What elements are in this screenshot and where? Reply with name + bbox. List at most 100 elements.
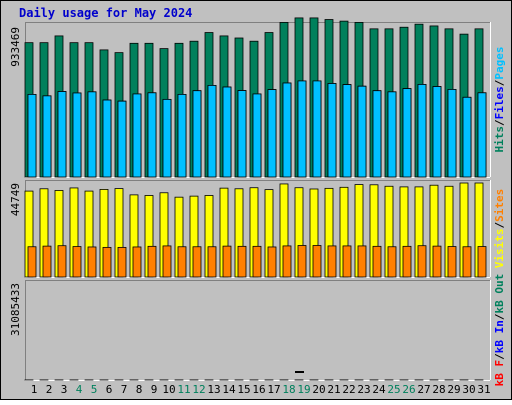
- day-label-7: 7: [121, 383, 128, 396]
- day-label-30: 30: [462, 383, 475, 396]
- bar-sites-day-8: [133, 247, 141, 277]
- bar-sites-day-21: [328, 246, 336, 277]
- chart-title: Daily usage for May 2024: [19, 6, 192, 20]
- bar-pages-day-6: [103, 100, 111, 177]
- day-label-23: 23: [357, 383, 370, 396]
- bar-sites-day-31: [478, 247, 486, 277]
- day-label-12: 12: [192, 383, 205, 396]
- bar-pages-day-10: [163, 99, 171, 177]
- bar-pages-day-5: [88, 92, 96, 177]
- panel-kbf-kbin-kbout-max-label: 31085433: [9, 283, 22, 336]
- bar-sites-day-16: [253, 246, 261, 277]
- day-label-14: 14: [222, 383, 236, 396]
- panel-kbf-kbin-kbout-legend: kB F/kB In/kB Out: [493, 274, 506, 387]
- bar-pages-day-3: [58, 92, 66, 177]
- panel-visits-sites-legend: Visits/Sites: [493, 189, 506, 269]
- bar-sites-day-26: [403, 246, 411, 277]
- day-label-9: 9: [151, 383, 158, 396]
- day-label-19: 19: [297, 383, 310, 396]
- day-label-4: 4: [76, 383, 83, 396]
- kb-panel-dark-marker: [295, 371, 304, 373]
- day-label-13: 13: [207, 383, 220, 396]
- bar-pages-day-7: [118, 101, 126, 177]
- day-label-6: 6: [106, 383, 113, 396]
- bar-sites-day-23: [358, 246, 366, 277]
- bar-pages-day-14: [223, 87, 231, 177]
- bar-sites-day-22: [343, 246, 351, 277]
- day-label-16: 16: [252, 383, 265, 396]
- bar-sites-day-24: [373, 246, 381, 277]
- bar-pages-day-30: [463, 97, 471, 177]
- day-label-25: 25: [387, 383, 400, 396]
- day-label-26: 26: [402, 383, 415, 396]
- day-label-11: 11: [177, 383, 190, 396]
- day-label-18: 18: [282, 383, 295, 396]
- legend-item: kB In: [493, 320, 506, 353]
- bar-sites-day-7: [118, 247, 126, 277]
- panel-hits-files-pages-max-label: 933469: [9, 27, 22, 67]
- bar-sites-day-10: [163, 246, 171, 277]
- bar-pages-day-11: [178, 94, 186, 177]
- day-label-10: 10: [162, 383, 175, 396]
- legend-item: Visits: [493, 229, 506, 269]
- bar-pages-day-21: [328, 83, 336, 177]
- bar-sites-day-30: [463, 247, 471, 277]
- bar-sites-day-18: [283, 246, 291, 277]
- legend-item: Pages: [493, 47, 506, 80]
- day-label-5: 5: [91, 383, 98, 396]
- day-label-2: 2: [46, 383, 53, 396]
- bar-pages-day-1: [28, 94, 36, 177]
- day-label-29: 29: [447, 383, 460, 396]
- bar-pages-day-20: [313, 81, 321, 177]
- day-label-28: 28: [432, 383, 445, 396]
- bar-sites-day-17: [268, 247, 276, 277]
- day-label-15: 15: [237, 383, 250, 396]
- bar-pages-day-15: [238, 91, 246, 177]
- bar-sites-day-15: [238, 246, 246, 277]
- bar-sites-day-28: [433, 246, 441, 277]
- bar-sites-day-5: [88, 247, 96, 277]
- bar-pages-day-29: [448, 89, 456, 177]
- bar-pages-day-25: [388, 92, 396, 177]
- legend-item: kB F: [493, 360, 506, 387]
- legend-item: kB Out: [493, 274, 506, 314]
- day-label-27: 27: [417, 383, 430, 396]
- legend-item: Hits: [493, 126, 506, 153]
- day-label-22: 22: [342, 383, 355, 396]
- bar-pages-day-17: [268, 90, 276, 177]
- bar-sites-day-29: [448, 247, 456, 277]
- bar-pages-day-4: [73, 93, 81, 177]
- day-label-8: 8: [136, 383, 143, 396]
- bar-pages-day-16: [253, 94, 261, 177]
- bar-pages-day-26: [403, 89, 411, 177]
- bar-sites-day-13: [208, 247, 216, 277]
- bar-sites-day-6: [103, 247, 111, 277]
- day-label-31: 31: [477, 383, 490, 396]
- panel-visits-sites-max-label: 44749: [9, 183, 22, 216]
- bar-sites-day-9: [148, 246, 156, 277]
- day-label-24: 24: [372, 383, 386, 396]
- bar-sites-day-11: [178, 247, 186, 277]
- bar-sites-day-2: [43, 246, 51, 277]
- legend-item: Files: [493, 86, 506, 119]
- bar-sites-day-14: [223, 246, 231, 277]
- bar-pages-day-18: [283, 83, 291, 177]
- bar-pages-day-28: [433, 87, 441, 177]
- bar-pages-day-22: [343, 85, 351, 177]
- bar-pages-day-2: [43, 96, 51, 177]
- bar-pages-day-31: [478, 93, 486, 177]
- bar-pages-day-27: [418, 84, 426, 177]
- bar-sites-day-12: [193, 247, 201, 277]
- day-label-20: 20: [312, 383, 325, 396]
- bar-pages-day-19: [298, 81, 306, 177]
- bar-sites-day-27: [418, 246, 426, 277]
- panel-hits-files-pages-legend: Hits/Files/Pages: [493, 47, 506, 153]
- bar-pages-day-9: [148, 93, 156, 177]
- bar-sites-day-1: [28, 247, 36, 277]
- bar-sites-day-4: [73, 247, 81, 277]
- bar-pages-day-23: [358, 86, 366, 177]
- day-label-3: 3: [61, 383, 68, 396]
- day-label-1: 1: [31, 383, 38, 396]
- bar-pages-day-24: [373, 91, 381, 177]
